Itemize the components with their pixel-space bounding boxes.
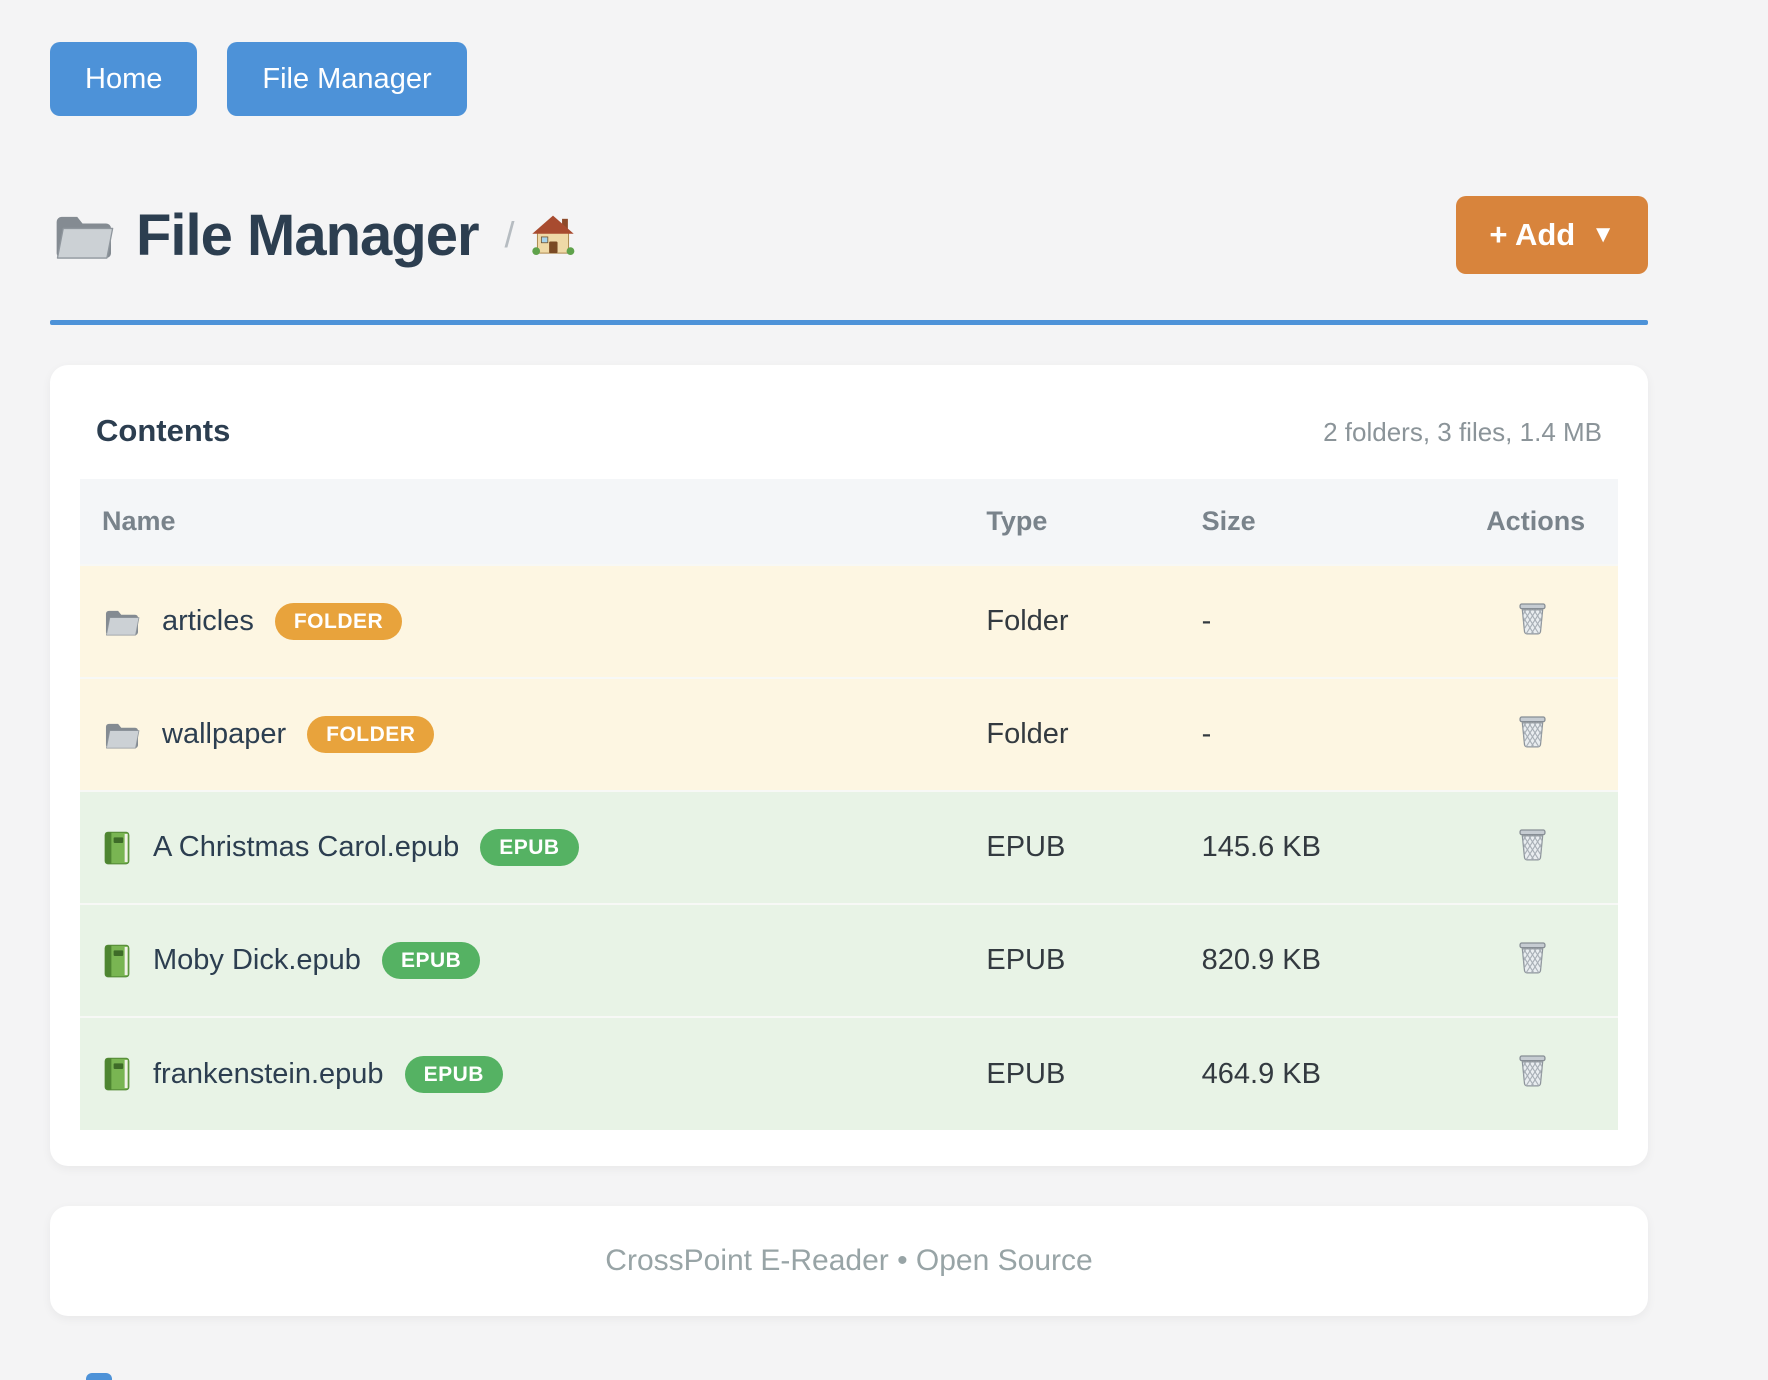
delete-button[interactable] [1516,600,1549,636]
contents-summary: 2 folders, 3 files, 1.4 MB [1323,417,1602,447]
table-row: A Christmas Carol.epub EPUB EPUB 145.6 K… [80,791,1618,904]
folder-badge: FOLDER [274,603,403,640]
actions-cell [1464,904,1618,1017]
breadcrumb-home-link[interactable] [531,214,575,256]
header-divider [50,320,1648,325]
folder-icon [102,718,141,751]
file-name-link[interactable]: frankenstein.epub [153,1057,384,1090]
name-cell: frankenstein.epub EPUB [80,1017,964,1130]
top-nav: Home File Manager [50,42,1648,116]
name-cell: wallpaper FOLDER [80,678,964,791]
name-cell: Moby Dick.epub EPUB [80,904,964,1017]
delete-button[interactable] [1516,713,1549,749]
file-table: Name Type Size Actions articles FOLDER [80,479,1618,1130]
delete-button[interactable] [1516,826,1549,862]
name-cell: articles FOLDER [80,565,964,678]
size-cell: 820.9 KB [1201,944,1321,976]
type-cell: EPUB [986,831,1066,863]
epub-badge: EPUB [381,942,481,979]
size-cell: 145.6 KB [1201,831,1321,863]
file-name-link[interactable]: A Christmas Carol.epub [153,831,460,863]
page-title: File Manager [136,202,480,268]
name-cell: A Christmas Carol.epub EPUB [80,791,964,904]
actions-cell [1464,565,1618,678]
column-header-type: Type [964,479,1180,565]
size-cell: 464.9 KB [1201,1057,1321,1090]
file-name-link[interactable]: Moby Dick.epub [153,944,361,976]
footer-text: CrossPoint E-Reader • Open Source [605,1244,1093,1277]
delete-button[interactable] [1516,939,1549,975]
column-header-name: Name [80,479,965,565]
type-cell: Folder [986,605,1069,637]
type-cell: EPUB [986,944,1066,976]
table-row: frankenstein.epub EPUB EPUB 464.9 KB [80,1017,1618,1130]
table-header-row: Name Type Size Actions [80,479,1618,565]
epub-badge: EPUB [404,1055,503,1093]
delete-button[interactable] [1516,1052,1549,1088]
epub-badge: EPUB [480,829,579,866]
book-icon [102,943,132,979]
home-nav-button[interactable]: Home [50,42,198,116]
type-cell: Folder [986,718,1069,750]
file-manager-nav-button[interactable]: File Manager [227,42,467,116]
column-header-size: Size [1179,479,1465,565]
trash-icon [1516,939,1549,975]
file-name-link[interactable]: wallpaper [162,718,287,750]
trash-icon [1516,713,1549,749]
contents-card: Contents 2 folders, 3 files, 1.4 MB Name… [50,365,1648,1166]
actions-cell [1464,678,1618,791]
actions-cell [1464,791,1618,904]
table-row: articles FOLDER Folder - [80,565,1618,678]
page: Home File Manager File Manager / + Add ▼… [50,42,1648,1316]
size-cell: - [1201,718,1212,750]
footer: CrossPoint E-Reader • Open Source [50,1206,1648,1316]
size-cell: - [1201,605,1212,637]
trash-icon [1516,826,1549,862]
trash-icon [1516,600,1549,636]
chevron-down-icon: ▼ [1591,221,1615,248]
folder-icon [50,207,116,263]
book-icon [102,1056,132,1092]
book-icon [102,830,132,866]
column-header-actions: Actions [1464,479,1618,565]
add-button[interactable]: + Add ▼ [1456,196,1648,274]
contents-title: Contents [96,413,231,448]
table-row: Moby Dick.epub EPUB EPUB 820.9 KB [80,904,1618,1017]
table-row: wallpaper FOLDER Folder - [80,678,1618,791]
page-header: File Manager / + Add ▼ [50,196,1648,274]
type-cell: EPUB [986,1057,1066,1090]
trash-icon [1516,1052,1549,1088]
cutoff-button-fragment [86,1373,112,1380]
title-group: File Manager / [50,202,575,269]
add-button-label: + Add [1489,217,1576,252]
house-icon [531,214,575,256]
contents-card-header: Contents 2 folders, 3 files, 1.4 MB [80,413,1618,449]
folder-icon [102,605,141,638]
folder-badge: FOLDER [307,716,435,753]
breadcrumb-separator: / [504,214,515,255]
actions-cell [1464,1017,1618,1130]
file-name-link[interactable]: articles [162,605,254,637]
